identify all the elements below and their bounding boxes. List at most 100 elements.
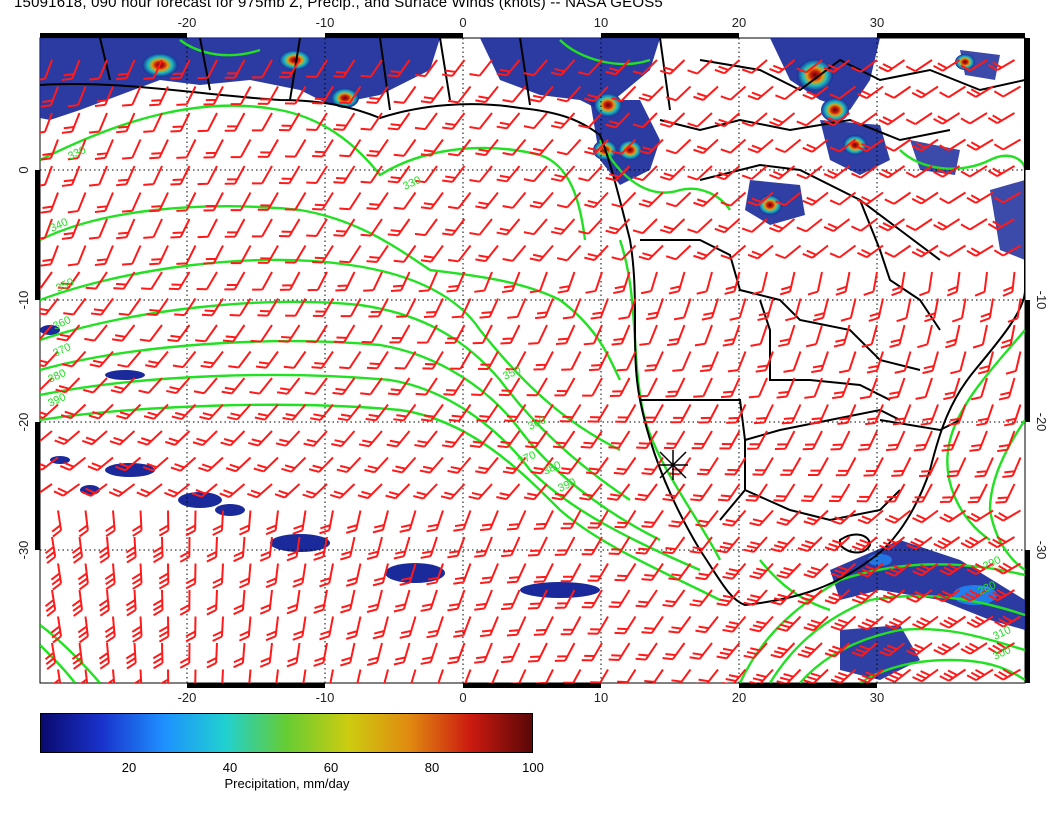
wind-barb <box>960 589 988 602</box>
wind-barb <box>170 165 191 186</box>
wind-barb <box>1002 457 1022 478</box>
wind-barb <box>496 218 521 236</box>
wind-barb <box>911 85 939 99</box>
wind-barb <box>319 669 334 683</box>
wind-barb <box>803 562 829 579</box>
wind-barb <box>145 350 169 368</box>
wind-barb <box>393 589 411 613</box>
wind-barb <box>372 669 389 683</box>
wind-barb <box>722 324 741 347</box>
wind-barb <box>830 430 851 451</box>
wind-barb <box>233 589 246 616</box>
wind-barb <box>561 351 582 371</box>
wind-barb <box>830 615 857 631</box>
wind-barb <box>857 85 884 100</box>
wind-barb <box>987 642 1016 655</box>
wind-barb <box>238 616 252 642</box>
wind-barb <box>987 112 1016 124</box>
wind-barb <box>479 616 499 638</box>
wind-barb <box>745 483 768 502</box>
wind-barb <box>116 165 136 187</box>
wind-barb <box>632 59 658 76</box>
wind-barb <box>1000 324 1016 349</box>
wind-barb <box>857 562 884 578</box>
wind-barb <box>823 59 851 73</box>
wind-barb <box>747 244 774 260</box>
wind-barb <box>933 59 961 72</box>
wind-barb <box>851 59 878 73</box>
wind-barb <box>506 563 527 584</box>
wind-barb <box>726 404 747 424</box>
wind-barb <box>414 165 438 184</box>
wind-barb <box>40 297 59 316</box>
wind-barb <box>358 430 383 448</box>
wind-barb <box>615 404 637 423</box>
wind-barb <box>662 483 686 502</box>
wind-barb <box>171 403 197 421</box>
wind-barb <box>585 456 609 475</box>
wind-barb <box>851 642 878 657</box>
wind-barb <box>474 536 493 558</box>
wind-barb <box>94 139 114 161</box>
wind-barb <box>366 642 383 666</box>
lon-ticks-top: -20 -10 0 10 20 30 <box>178 15 885 30</box>
wind-barb <box>502 85 527 103</box>
wind-barb <box>360 165 383 184</box>
wind-barb <box>776 668 802 683</box>
wind-barb <box>665 244 692 261</box>
wind-barb <box>695 615 719 634</box>
wind-barb <box>747 85 774 101</box>
wind-barb <box>695 562 719 581</box>
wind-barb <box>279 165 301 185</box>
wind-barb <box>861 324 878 348</box>
wind-barb <box>250 324 273 343</box>
wind-barb <box>753 404 774 425</box>
wind-barb <box>199 403 224 421</box>
wind-barb <box>67 192 87 214</box>
wind-barb <box>966 615 994 629</box>
wind-barb <box>690 483 713 502</box>
wind-barb <box>801 483 823 503</box>
wind-barb <box>644 351 664 372</box>
wind-barb <box>423 298 444 319</box>
wind-barb <box>131 510 143 537</box>
wind-barb <box>179 589 191 616</box>
wind-barb <box>835 457 857 477</box>
lon-tick-bottom: -20 <box>178 690 197 705</box>
wind-barb <box>257 139 279 158</box>
wind-barb <box>613 271 631 295</box>
wind-barb <box>366 536 383 560</box>
wind-barb <box>920 404 939 426</box>
wind-barb <box>469 112 493 130</box>
wind-barb <box>802 430 823 451</box>
wind-barb <box>502 138 527 156</box>
wind-barb <box>312 191 334 211</box>
wind-barb <box>878 59 906 73</box>
wind-barb <box>749 562 774 580</box>
wind-barb <box>960 112 988 125</box>
wind-barb <box>812 298 829 322</box>
wind-barb <box>769 59 796 74</box>
wind-barb <box>805 324 823 348</box>
wind-barb <box>442 59 466 77</box>
wind-barb <box>230 139 252 159</box>
wind-barb <box>550 59 576 76</box>
wind-barb <box>71 589 83 617</box>
wind-barb <box>146 297 169 317</box>
wind-barb <box>830 509 857 525</box>
wind-barb <box>149 192 169 213</box>
wind-barb <box>313 589 328 614</box>
wind-barb <box>556 138 582 156</box>
wind-barb <box>857 509 884 525</box>
wind-barb <box>802 191 829 206</box>
wind-barb <box>414 112 438 131</box>
wind-barb <box>61 112 81 134</box>
wind-barb <box>426 616 444 639</box>
wind-barb <box>67 139 87 161</box>
wind-barb <box>230 245 252 265</box>
wind-barb <box>420 642 438 665</box>
wind-barb <box>201 297 224 317</box>
wind-barb <box>422 350 444 370</box>
wind-barb <box>40 456 59 471</box>
wind-barb <box>306 112 328 132</box>
